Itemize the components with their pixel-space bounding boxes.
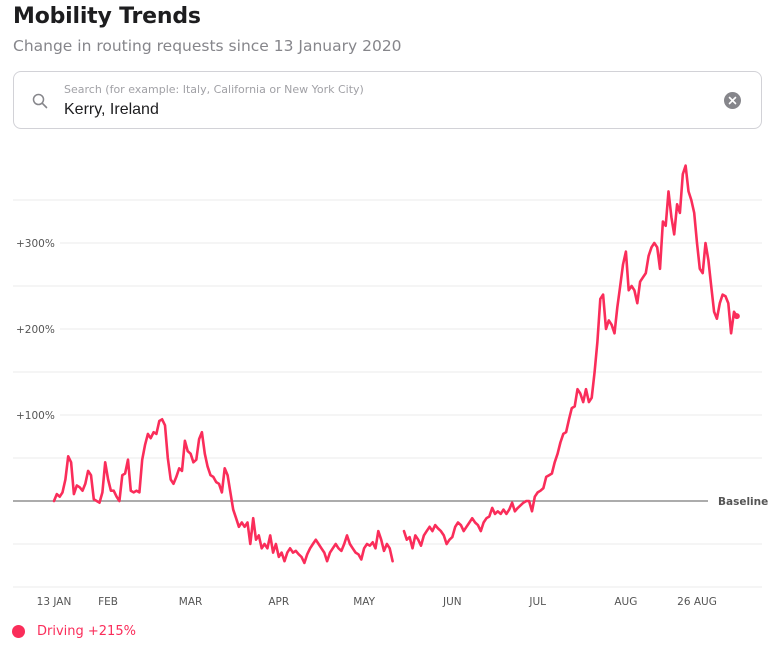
legend-driving-dot-icon	[12, 625, 25, 638]
driving-line-segment	[402, 164, 739, 550]
clear-icon	[728, 96, 737, 105]
y-axis-ticks: +100% +200% +300%	[16, 238, 55, 422]
baseline: Baseline	[13, 496, 768, 508]
x-tick-label: FEB	[98, 596, 118, 608]
baseline-label: Baseline	[718, 496, 768, 508]
y-tick-label: +300%	[16, 238, 55, 250]
search-placeholder: Search (for example: Italy, California o…	[64, 83, 364, 96]
x-tick-label: 26 AUG	[677, 596, 717, 608]
legend-driving-label: Driving +215%	[37, 624, 136, 639]
search-input[interactable]: Kerry, Ireland	[64, 101, 159, 118]
clear-search-button[interactable]	[724, 92, 741, 109]
x-tick-label: JUN	[442, 596, 462, 608]
x-tick-label: JUL	[528, 596, 546, 608]
legend: Driving +215%	[12, 624, 136, 639]
x-tick-label: APR	[268, 596, 289, 608]
search-field[interactable]: Search (for example: Italy, California o…	[13, 71, 762, 129]
x-tick-label: 13 JAN	[37, 596, 72, 608]
page-title: Mobility Trends	[13, 4, 201, 29]
driving-series	[52, 164, 740, 565]
gridlines	[13, 199, 762, 588]
x-tick-label: MAR	[179, 596, 203, 608]
x-tick-label: MAY	[353, 596, 375, 608]
y-tick-label: +100%	[16, 410, 55, 422]
page-subtitle: Change in routing requests since 13 Janu…	[13, 37, 402, 55]
driving-end-point	[733, 313, 740, 320]
x-tick-label: AUG	[614, 596, 637, 608]
driving-line-segment	[52, 418, 394, 565]
search-icon	[32, 93, 48, 109]
y-tick-label: +200%	[16, 324, 55, 336]
mobility-chart: +100% +200% +300% Baseline 13 JAN FEB MAR APR…	[13, 164, 768, 608]
x-axis-ticks: 13 JAN FEB MAR APR MAY JUN JUL AUG 26 AUG	[37, 596, 717, 608]
